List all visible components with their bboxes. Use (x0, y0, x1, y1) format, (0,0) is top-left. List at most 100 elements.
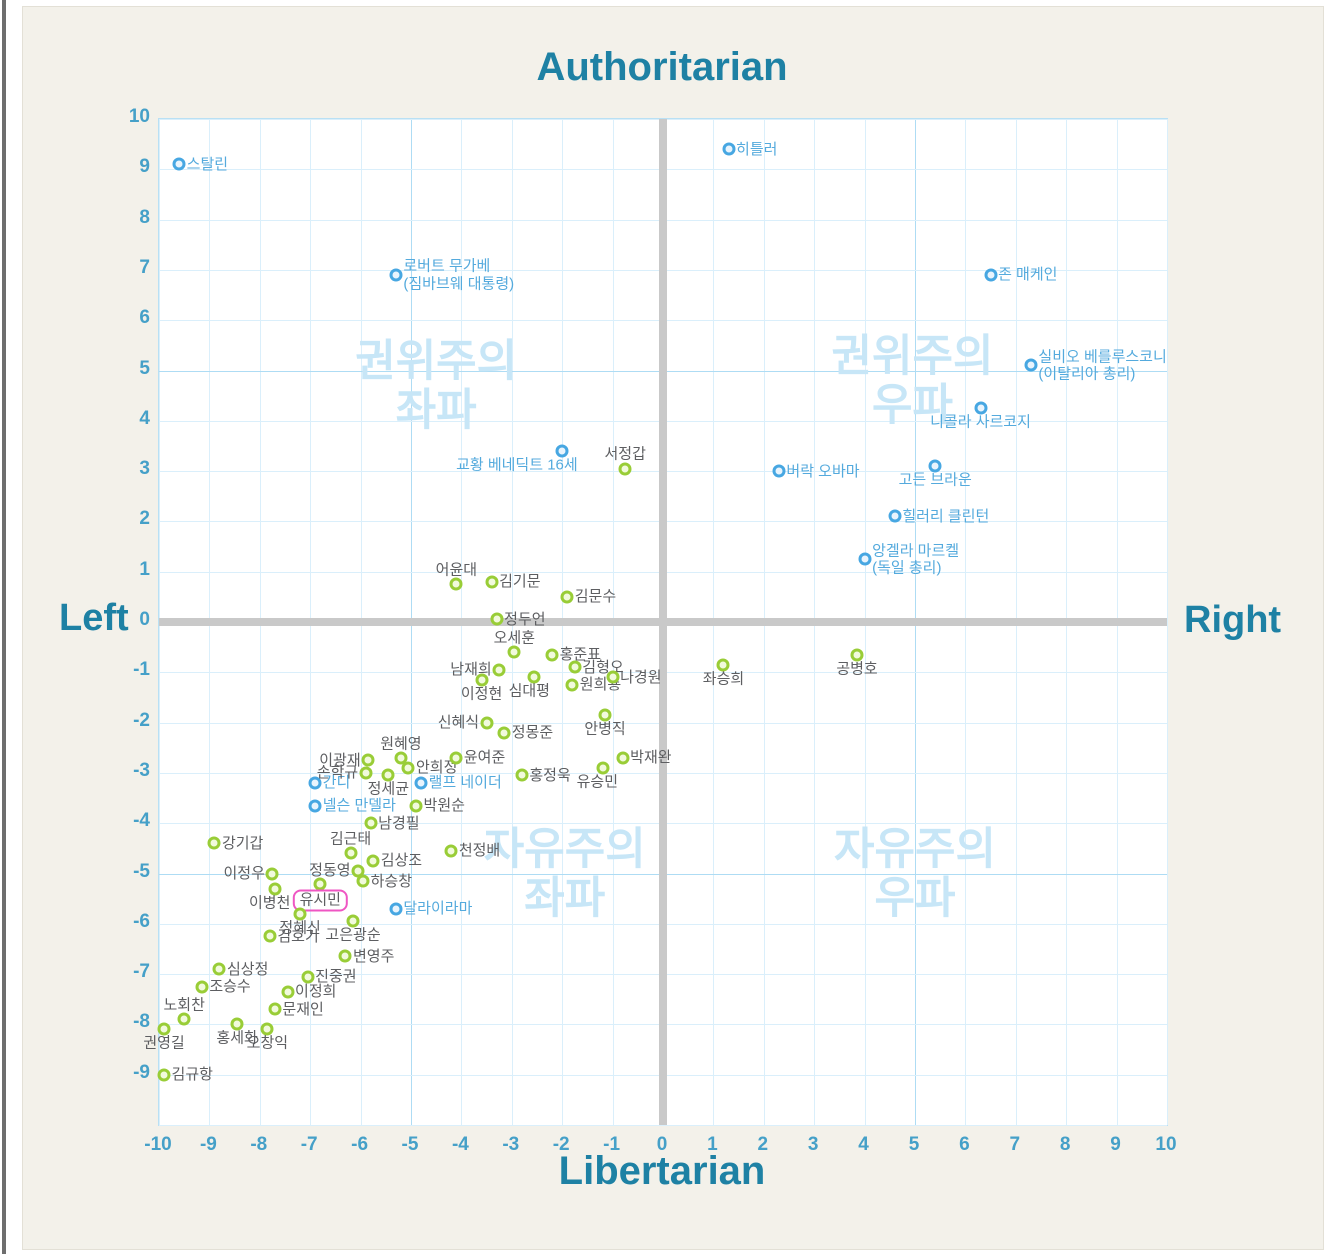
data-point-marker: 변영주 (338, 948, 394, 965)
data-point-marker: 공병호 (836, 648, 878, 677)
y-tick-label: 9 (139, 156, 150, 178)
data-point-label: 천정배 (458, 842, 501, 860)
data-point-marker: 김호기 (263, 928, 319, 945)
y-tick-label: -4 (133, 810, 150, 832)
y-tick-label: 4 (139, 407, 150, 429)
data-point-label: 김규항 (171, 1066, 213, 1084)
data-point-label: 존 매케인 (998, 266, 1058, 284)
data-point-label: 이정현 (460, 685, 503, 703)
data-point-label: 로버트 무가베 (짐바브웨 대통령) (403, 257, 515, 292)
data-point-label: 달라이라마 (403, 900, 473, 918)
data-point-label: 이정우 (223, 864, 265, 882)
data-point-marker: 진중권 (301, 968, 357, 985)
data-point-label: 랠프 네이더 (428, 774, 502, 792)
y-tick-label: -1 (133, 659, 150, 681)
y-tick-label: -8 (133, 1011, 150, 1033)
x-tick-label: 7 (1009, 1134, 1021, 1155)
y-tick-label: 1 (139, 558, 150, 580)
data-point-label: 이병천 (249, 894, 291, 912)
quadrant-label: 자유주의 우파 (834, 824, 996, 923)
data-point-marker: 남경필 (364, 815, 420, 832)
data-point-label: 정동영 (309, 862, 351, 880)
data-point-marker: 김형오 (568, 659, 624, 676)
data-point-label: 홍정욱 (529, 766, 571, 784)
data-point-label: 안희정 (415, 759, 458, 777)
data-point-label: 고은광순 (325, 926, 381, 944)
data-point-marker: 로버트 무가베 (짐바브웨 대통령) (389, 258, 514, 292)
data-point-marker: 홍세화 (216, 1017, 258, 1047)
data-point-marker: 버락 오바마 (772, 462, 860, 479)
data-point-marker: 실비오 베를루스코니 (이탈리아 총리) (1024, 348, 1167, 382)
data-point-label: 스탈린 (186, 155, 229, 173)
chart-panel: Authoritarian Libertarian Left Right 권위주… (22, 6, 1324, 1250)
data-point-label: 김호기 (277, 927, 319, 945)
data-point-label: 이광재 (319, 751, 361, 769)
quadrant-label: 권위주의 좌파 (355, 336, 518, 435)
data-point-marker: 힐러리 클린턴 (888, 508, 989, 525)
plot-area: 권위주의 좌파 권위주의 우파 자유주의 좌파 자유주의 우파 스탈린 히틀러 로버트 무가베 (짐… (143, 118, 1168, 1126)
data-point-marker: 박재완 (616, 749, 672, 766)
data-point-label: 정혜신 (279, 919, 321, 937)
axis-title-authoritarian: Authoritarian (536, 45, 788, 89)
data-point-marker: 하승창 (356, 872, 412, 889)
data-point-label: 정세균 (367, 780, 410, 798)
data-point-marker: 김기문 (485, 573, 541, 590)
data-point-marker: 천정배 (444, 842, 500, 859)
gridline-vertical (1167, 119, 1168, 1125)
data-point-label: 윤여준 (463, 749, 506, 767)
data-point-label: 원혜영 (380, 735, 422, 753)
data-point-label: 조승수 (209, 978, 251, 996)
data-point-marker: 넬슨 만델라 (308, 797, 396, 814)
y-tick-label: 8 (139, 206, 150, 228)
y-tick-label: 0 (139, 609, 150, 630)
y-tick-label: 3 (139, 458, 150, 480)
data-point-marker: 정혜신 (279, 907, 321, 936)
quadrant-label: 자유주의 좌파 (483, 824, 646, 923)
data-point-marker: 심상정 (212, 960, 268, 977)
x-tick-label: 0 (656, 1134, 668, 1155)
data-point-label-highlighted: 유시민 (292, 889, 348, 912)
data-point-marker: 어윤대 (436, 562, 477, 591)
data-point-label: 남경필 (378, 814, 420, 832)
y-tick-label: -9 (133, 1061, 150, 1083)
data-point-label: 심상정 (226, 960, 269, 978)
data-point-label: 정두언 (504, 610, 546, 628)
data-point-label: 실비오 베를루스코니 (이탈리아 총리) (1038, 348, 1167, 383)
axis-title-left: Left (59, 597, 129, 639)
data-point-marker: 정몽준 (497, 724, 553, 741)
data-point-marker: 이정우 (223, 865, 279, 882)
data-point-label: 김기문 (499, 573, 541, 591)
y-tick-label: -5 (133, 860, 150, 882)
x-tick-label: 9 (1110, 1134, 1121, 1155)
data-point-label: 안병직 (584, 720, 626, 738)
data-point-marker: 서정갑 (604, 446, 646, 476)
data-point-marker: 김상조 (366, 852, 422, 869)
data-point-marker: 김규항 (157, 1066, 213, 1083)
data-point-marker: 오세훈 (494, 629, 535, 659)
data-point-marker: 신혜식 (438, 714, 494, 731)
data-point-marker: 유승민 (577, 761, 618, 790)
x-tick-label: -8 (250, 1134, 268, 1155)
data-point-label: 간디 (322, 774, 351, 792)
data-point-label: 손학규 (316, 764, 359, 782)
data-point-label: 김문수 (574, 588, 617, 606)
data-point-label: 박재완 (630, 749, 672, 767)
axis-title-libertarian: Libertarian (558, 1149, 766, 1193)
data-point-marker: 존 매케인 (984, 266, 1057, 283)
data-point-label: 어윤대 (435, 561, 478, 579)
data-point-marker: 교황 베네딕트 16세 (456, 444, 578, 473)
x-tick-label: 8 (1059, 1134, 1071, 1155)
data-point-label: 고든 브라운 (898, 471, 972, 489)
x-tick-label: -6 (351, 1134, 369, 1155)
data-point-label: 정몽준 (511, 724, 554, 742)
data-point-label: 김근태 (329, 830, 372, 848)
data-point-label: 니콜라 사르코지 (930, 413, 1031, 431)
data-point-marker: 안희정 (401, 759, 457, 776)
data-point-marker: 박원순 (409, 797, 465, 814)
y-tick-label: -7 (133, 961, 150, 983)
x-tick-label: -1 (603, 1134, 621, 1155)
y-tick-label: 5 (139, 357, 150, 379)
data-point-label: 공병호 (836, 660, 878, 678)
data-point-marker: 이정현 (461, 673, 502, 702)
data-point-marker: 이정희 (281, 983, 336, 1000)
